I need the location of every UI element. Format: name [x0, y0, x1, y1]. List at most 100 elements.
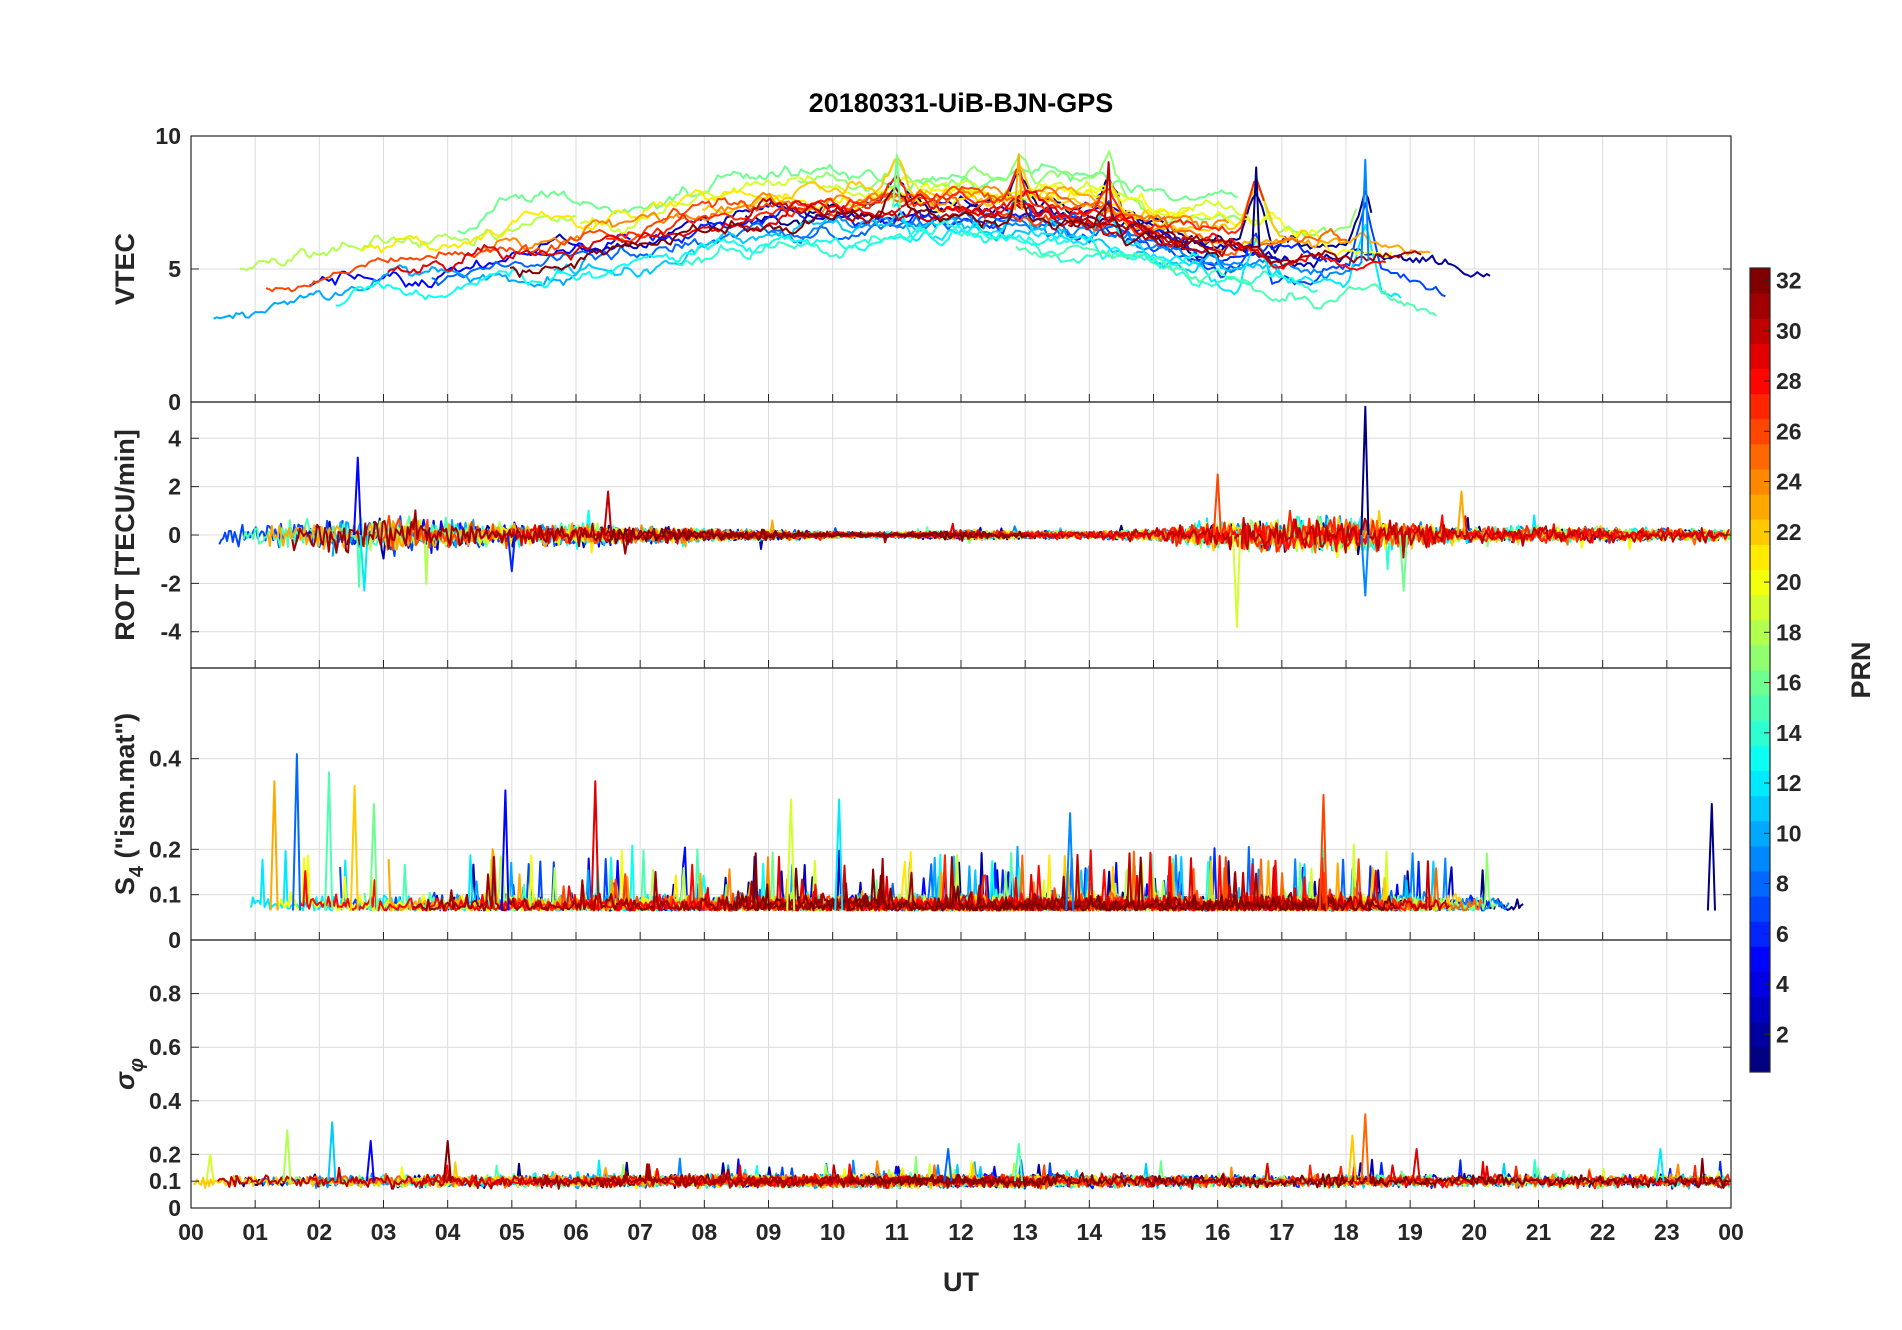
spike-sigma_phi-10: [205, 1153, 215, 1182]
xtick-label-5: 05: [499, 1219, 525, 1245]
xtick-label-16: 16: [1205, 1219, 1231, 1245]
xtick-label-13: 13: [1012, 1219, 1038, 1245]
spike-s4-7: [1318, 793, 1328, 911]
xtick-label-17: 17: [1269, 1219, 1295, 1245]
colorbar-tick-label-7: 16: [1776, 670, 1802, 696]
series-vtec-prn-10: [213, 257, 587, 320]
colorbar-swatch-15: [1750, 695, 1770, 721]
series-group-rot: [218, 405, 1731, 628]
xtick-label-20: 20: [1462, 1219, 1488, 1245]
spike-sigma_phi-2: [1360, 1113, 1370, 1182]
spike-rot-9: [507, 534, 516, 573]
colorbar-tick-label-14: 30: [1776, 318, 1802, 344]
spike-sigma_phi-5: [1013, 1142, 1023, 1182]
colorbar-tick-label-15: 32: [1776, 268, 1802, 294]
colorbar-swatch-29: [1750, 343, 1770, 369]
series-rot-prn-32: [607, 526, 1031, 545]
xtick-label-2: 02: [307, 1219, 333, 1245]
ytick-label-rot-0: -4: [161, 619, 182, 645]
colorbar-swatch-14: [1750, 720, 1770, 746]
colorbar-swatch-13: [1750, 745, 1770, 771]
colorbar-swatch-5: [1750, 946, 1770, 972]
ylabel-s4: S4 ("ism.mat"): [110, 713, 148, 895]
ytick-label-rot-4: 4: [168, 425, 181, 451]
colorbar-swatch-16: [1750, 670, 1770, 696]
series-vtec-prn-15: [1015, 244, 1437, 317]
colorbar-swatch-31: [1750, 293, 1770, 319]
colorbar-swatch-9: [1750, 845, 1770, 872]
ytick-label-vtec-1: 5: [168, 256, 181, 282]
xtick-label-19: 19: [1397, 1219, 1423, 1245]
colorbar-swatch-8: [1750, 871, 1770, 897]
xtick-label-21: 21: [1526, 1219, 1552, 1245]
ytick-label-sigma_phi-0: 0: [168, 1195, 181, 1221]
series-sigma_phi-prn-30: [217, 1163, 983, 1190]
colorbar-swatch-12: [1750, 770, 1770, 797]
colorbar-tick-label-0: 2: [1776, 1021, 1789, 1047]
series-vtec-prn-27: [606, 168, 1265, 241]
spike-s4-3: [590, 780, 600, 911]
ylabel-main-sigma_phi: σ: [110, 1071, 140, 1090]
xtick-label-15: 15: [1141, 1219, 1167, 1245]
ylabel-vtec: VTEC: [110, 233, 140, 305]
chart-title: 20180331-UiB-BJN-GPS: [809, 88, 1114, 118]
xtick-label-10: 10: [820, 1219, 846, 1245]
colorbar-tick-label-1: 4: [1776, 971, 1789, 997]
ytick-label-s4-0: 0: [168, 927, 181, 953]
xtick-label-14: 14: [1077, 1219, 1103, 1245]
xtick-label-22: 22: [1590, 1219, 1616, 1245]
ylabel-main-s4: S: [110, 877, 140, 895]
spike-sigma_phi-3: [442, 1140, 452, 1182]
ytick-label-s4-2: 0.2: [149, 836, 181, 862]
colorbar-swatch-10: [1750, 820, 1770, 847]
xtick-label-8: 08: [692, 1219, 718, 1245]
ytick-label-s4-1: 0.1: [149, 882, 181, 908]
spike-s4-10: [369, 803, 379, 911]
spike-vtec-1: [1360, 158, 1370, 261]
ytick-label-s4-3: 0.4: [149, 746, 181, 772]
series-group-vtec: [213, 150, 1491, 320]
ytick-label-sigma_phi-1: 0.1: [149, 1168, 181, 1194]
spike-rot-4: [1360, 405, 1370, 536]
xtick-label-4: 04: [435, 1219, 461, 1245]
spike-s4-1: [324, 771, 334, 911]
colorbar-swatch-17: [1750, 644, 1770, 671]
ylabel-sub-sigma_phi: φ: [126, 1058, 148, 1072]
series-vtec-prn-9: [771, 207, 1363, 279]
series-vtec-prn-14: [675, 219, 1318, 293]
spike-vtec-3: [1013, 153, 1023, 211]
series-sigma_phi-prn-32: [848, 1157, 1730, 1190]
spike-sigma_phi-1: [282, 1129, 292, 1182]
colorbar-tick-label-5: 12: [1776, 770, 1802, 796]
ylabel-rot: ROT [TECU/min]: [110, 429, 140, 640]
xtick-label-1: 01: [242, 1219, 268, 1245]
ylabel-rest-s4: ("ism.mat"): [110, 713, 140, 866]
ylabel-sigma_phi: σφ: [110, 1058, 148, 1090]
colorbar-tick-label-8: 18: [1776, 619, 1802, 645]
series-vtec-prn-20: [919, 181, 1393, 259]
colorbar-swatch-3: [1750, 996, 1770, 1023]
colorbar-swatch-25: [1750, 443, 1770, 470]
colorbar-swatch-6: [1750, 921, 1770, 947]
xtick-label-23: 23: [1654, 1219, 1680, 1245]
spike-sigma_phi-9: [1655, 1148, 1665, 1182]
colorbar-swatch-1: [1750, 1046, 1770, 1073]
panel-vtec: 0 5 10 VTEC: [110, 123, 1732, 415]
ytick-label-rot-3: 2: [168, 474, 181, 500]
colorbar-swatch-18: [1750, 619, 1770, 646]
panel-s4: 0 0.1 0.2 0.4S4 ("ism.mat"): [110, 667, 1732, 953]
colorbar-label: PRN: [1846, 641, 1876, 698]
xtick-label-6: 06: [563, 1219, 589, 1245]
ytick-label-vtec-0: 0: [168, 389, 181, 415]
colorbar-swatch-24: [1750, 469, 1770, 495]
series-vtec-prn-12: [893, 192, 1402, 299]
colorbar-tick-label-11: 24: [1776, 469, 1802, 495]
colorbar-swatch-22: [1750, 519, 1770, 545]
xtick-label-3: 03: [371, 1219, 397, 1245]
colorbar-tick-label-3: 8: [1776, 871, 1789, 897]
colorbar-swatch-27: [1750, 393, 1770, 420]
colorbar-tick-label-13: 28: [1776, 368, 1802, 394]
series-s4-prn-31: [412, 855, 1328, 912]
spike-s4-9: [1065, 812, 1075, 911]
